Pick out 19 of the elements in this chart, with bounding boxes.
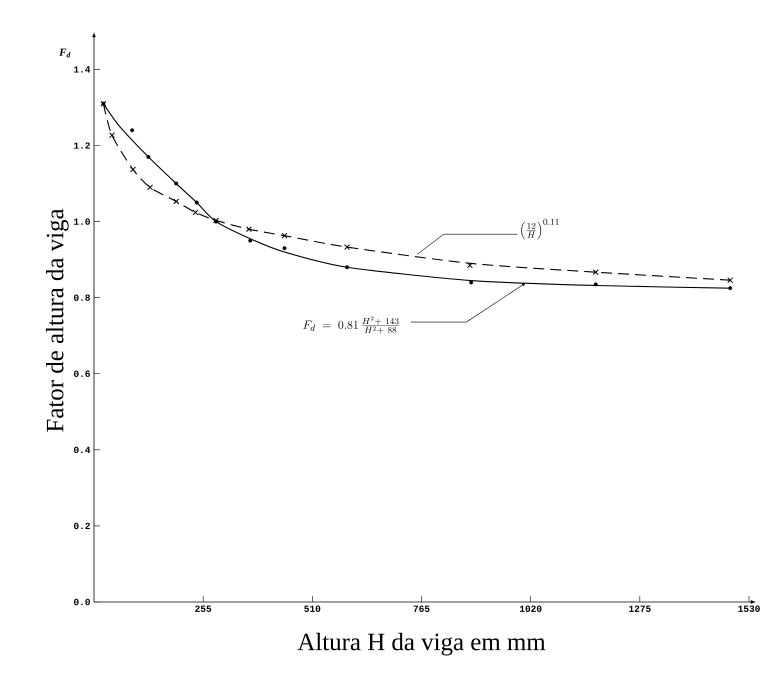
y-axis-title: Fator de altura da viga — [46, 208, 69, 432]
x-axis-title: Altura H da viga em mm — [298, 632, 546, 656]
y-tick-label: 0.6 — [74, 370, 90, 377]
y-tick-label: 1.2 — [74, 142, 90, 149]
y-tick-label: 0.4 — [74, 446, 90, 454]
x-tick-label: 1020 — [520, 606, 542, 612]
y-tick-label: 0.0 — [74, 598, 90, 606]
y-tick-label: 0.2 — [74, 522, 90, 530]
text: F$_{d}$ — [59, 48, 70, 58]
x-tick-label: 255 — [195, 606, 212, 612]
y-tick-label: 1.4 — [74, 66, 90, 73]
y-tick-label: 0.8 — [74, 294, 90, 301]
x-tick-label: 765 — [414, 606, 430, 612]
x-tick-label: 1530 — [738, 606, 760, 612]
annotation: $\left(\frac{12}{H}\right)^{0.11}$ — [521, 218, 559, 240]
y-tick-label: 1.0 — [74, 218, 90, 225]
x-tick-label: 1275 — [629, 606, 651, 612]
x-tick-label: 510 — [304, 606, 320, 612]
annotation: $F_d \;=\; 0.81\,\frac{H^2 +\ 143}{H^2 +\ 88}$ — [303, 316, 399, 334]
